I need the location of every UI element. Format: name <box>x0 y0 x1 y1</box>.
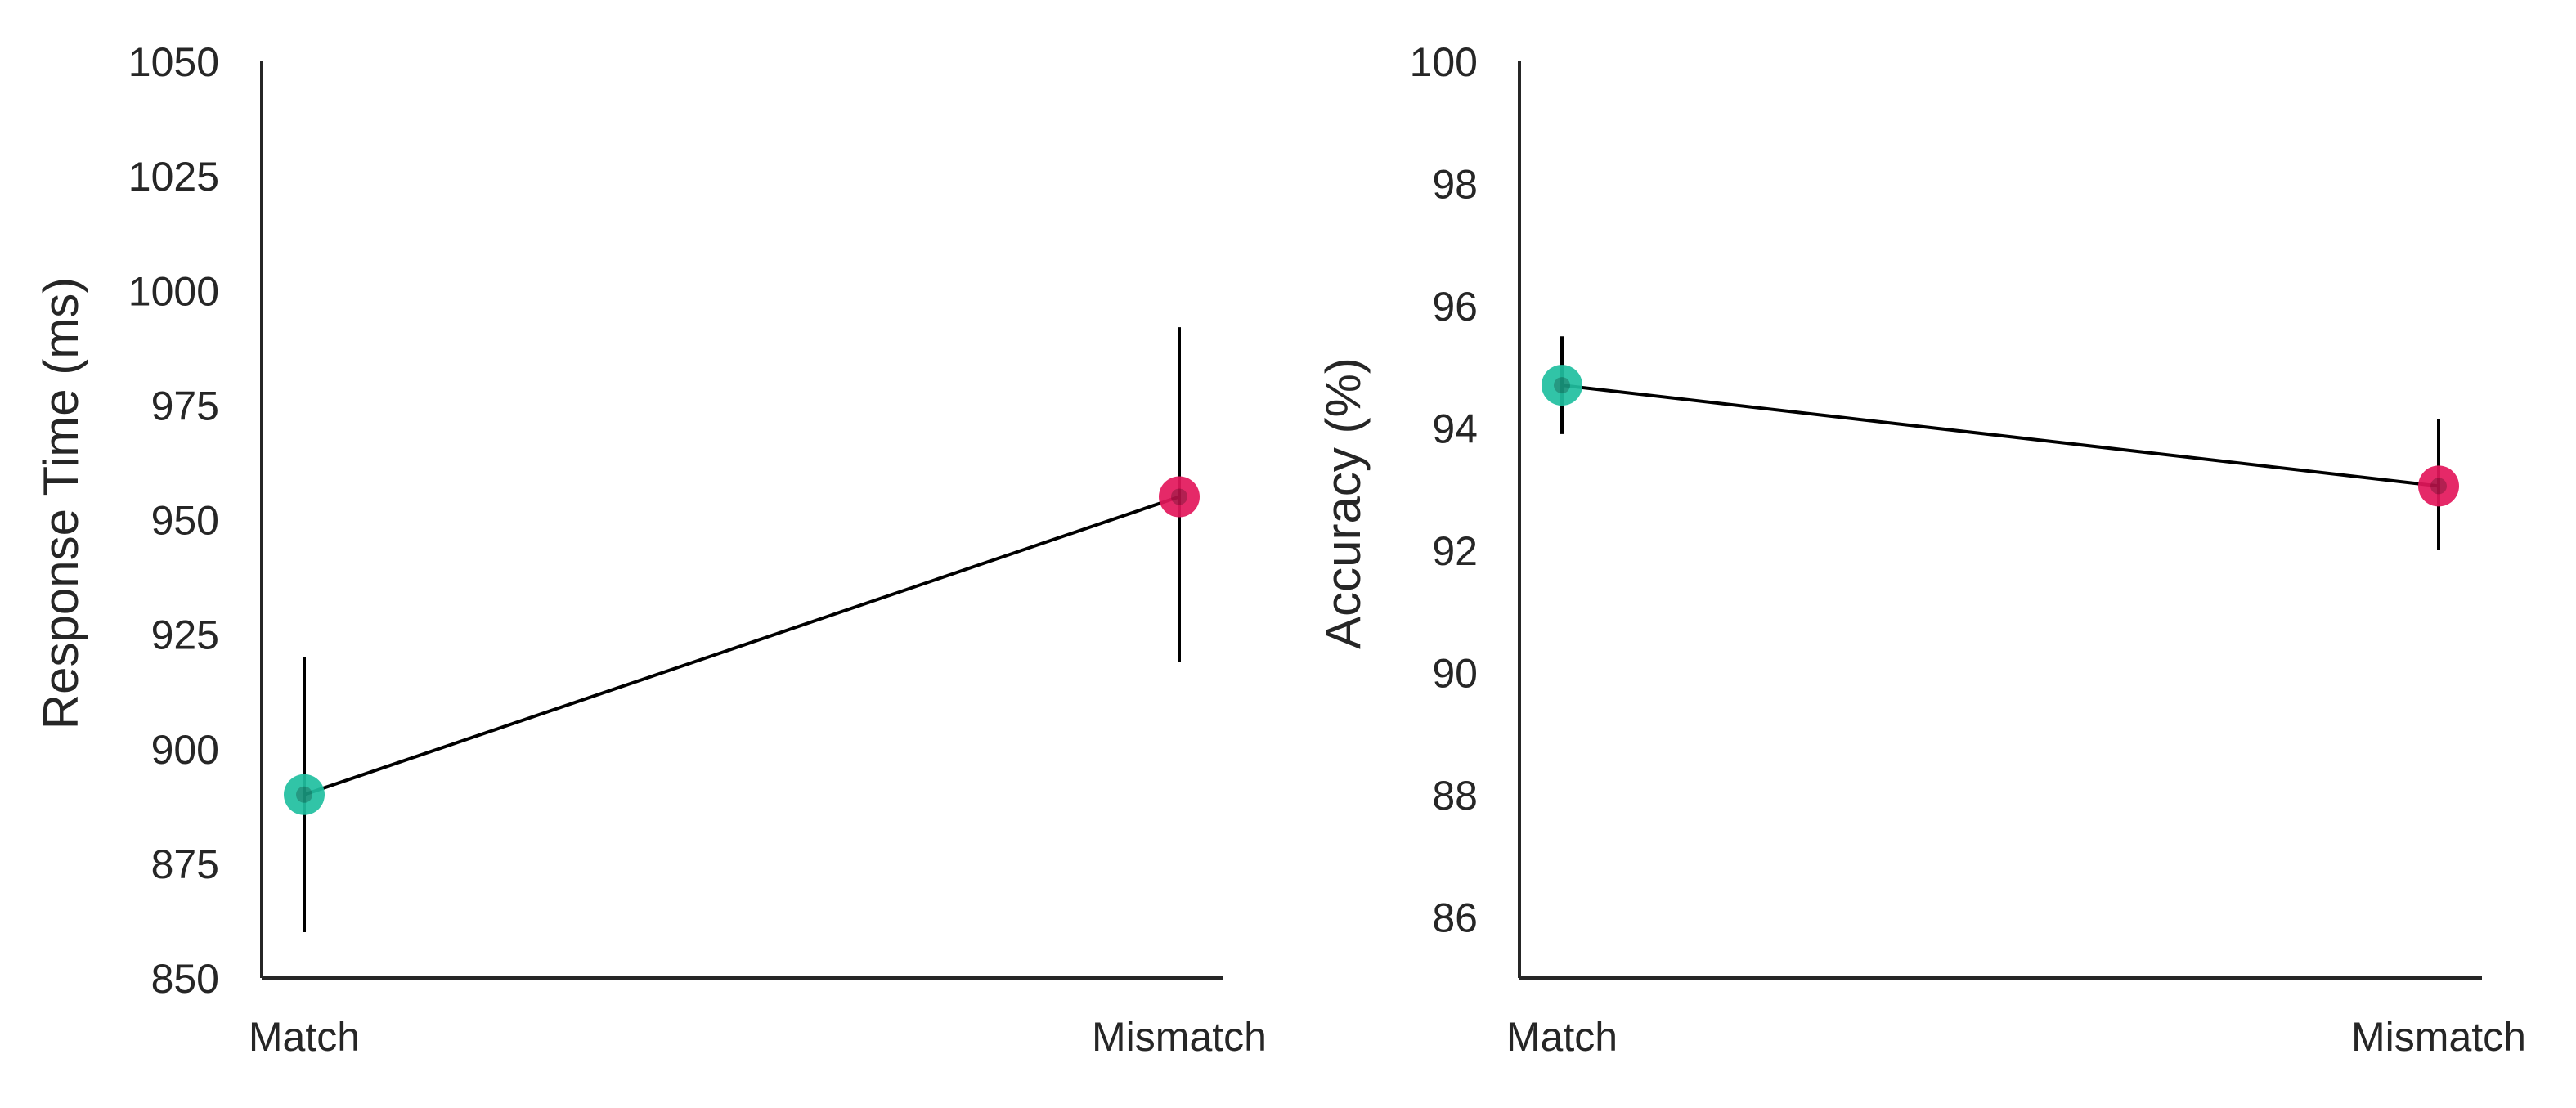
y-tick-label: 98 <box>1432 161 1478 207</box>
data-point-center <box>1171 488 1187 505</box>
y-tick-label: 1025 <box>128 154 219 200</box>
y-tick-label: 92 <box>1432 528 1478 574</box>
y-tick-label: 96 <box>1432 284 1478 330</box>
data-point <box>1542 365 1582 406</box>
data-point-center <box>296 786 312 803</box>
y-tick-label: 925 <box>151 612 219 658</box>
data-point <box>2418 465 2459 507</box>
y-tick-label: 950 <box>151 498 219 544</box>
y-tick-label: 1050 <box>128 39 219 85</box>
response-time-panel: 850 875 900 925 950 975 1000 1025 1050 Match Misma… <box>34 39 1267 1060</box>
y-tick-label: 975 <box>151 383 219 428</box>
x-tick-label: Match <box>249 1014 360 1060</box>
accuracy-panel: 86 88 90 92 94 96 98 100 Match Mismatch Accuracy (… <box>1316 39 2526 1060</box>
y-tick-label: 94 <box>1432 406 1478 451</box>
x-tick-label: Mismatch <box>2351 1014 2526 1060</box>
x-tick-label: Match <box>1506 1014 1618 1060</box>
series-line <box>303 495 1180 796</box>
data-point <box>284 774 325 815</box>
y-tick-label: 90 <box>1432 650 1478 696</box>
y-tick-label: 100 <box>1410 39 1478 85</box>
y-tick-label: 88 <box>1432 773 1478 819</box>
y-tick-label: 900 <box>151 727 219 773</box>
data-point-center <box>2430 478 2447 495</box>
y-axis-label: Accuracy (%) <box>1316 357 1371 649</box>
x-tick-label: Mismatch <box>1092 1014 1267 1060</box>
data-point-center <box>1554 377 1570 394</box>
data-point <box>1159 476 1200 518</box>
y-axis-label: Response Time (ms) <box>34 277 88 729</box>
y-tick-label: 850 <box>151 956 219 1002</box>
y-tick-label: 1000 <box>128 268 219 314</box>
y-tick-label: 875 <box>151 841 219 887</box>
series-line <box>1561 384 2439 488</box>
y-tick-label: 86 <box>1432 895 1478 940</box>
